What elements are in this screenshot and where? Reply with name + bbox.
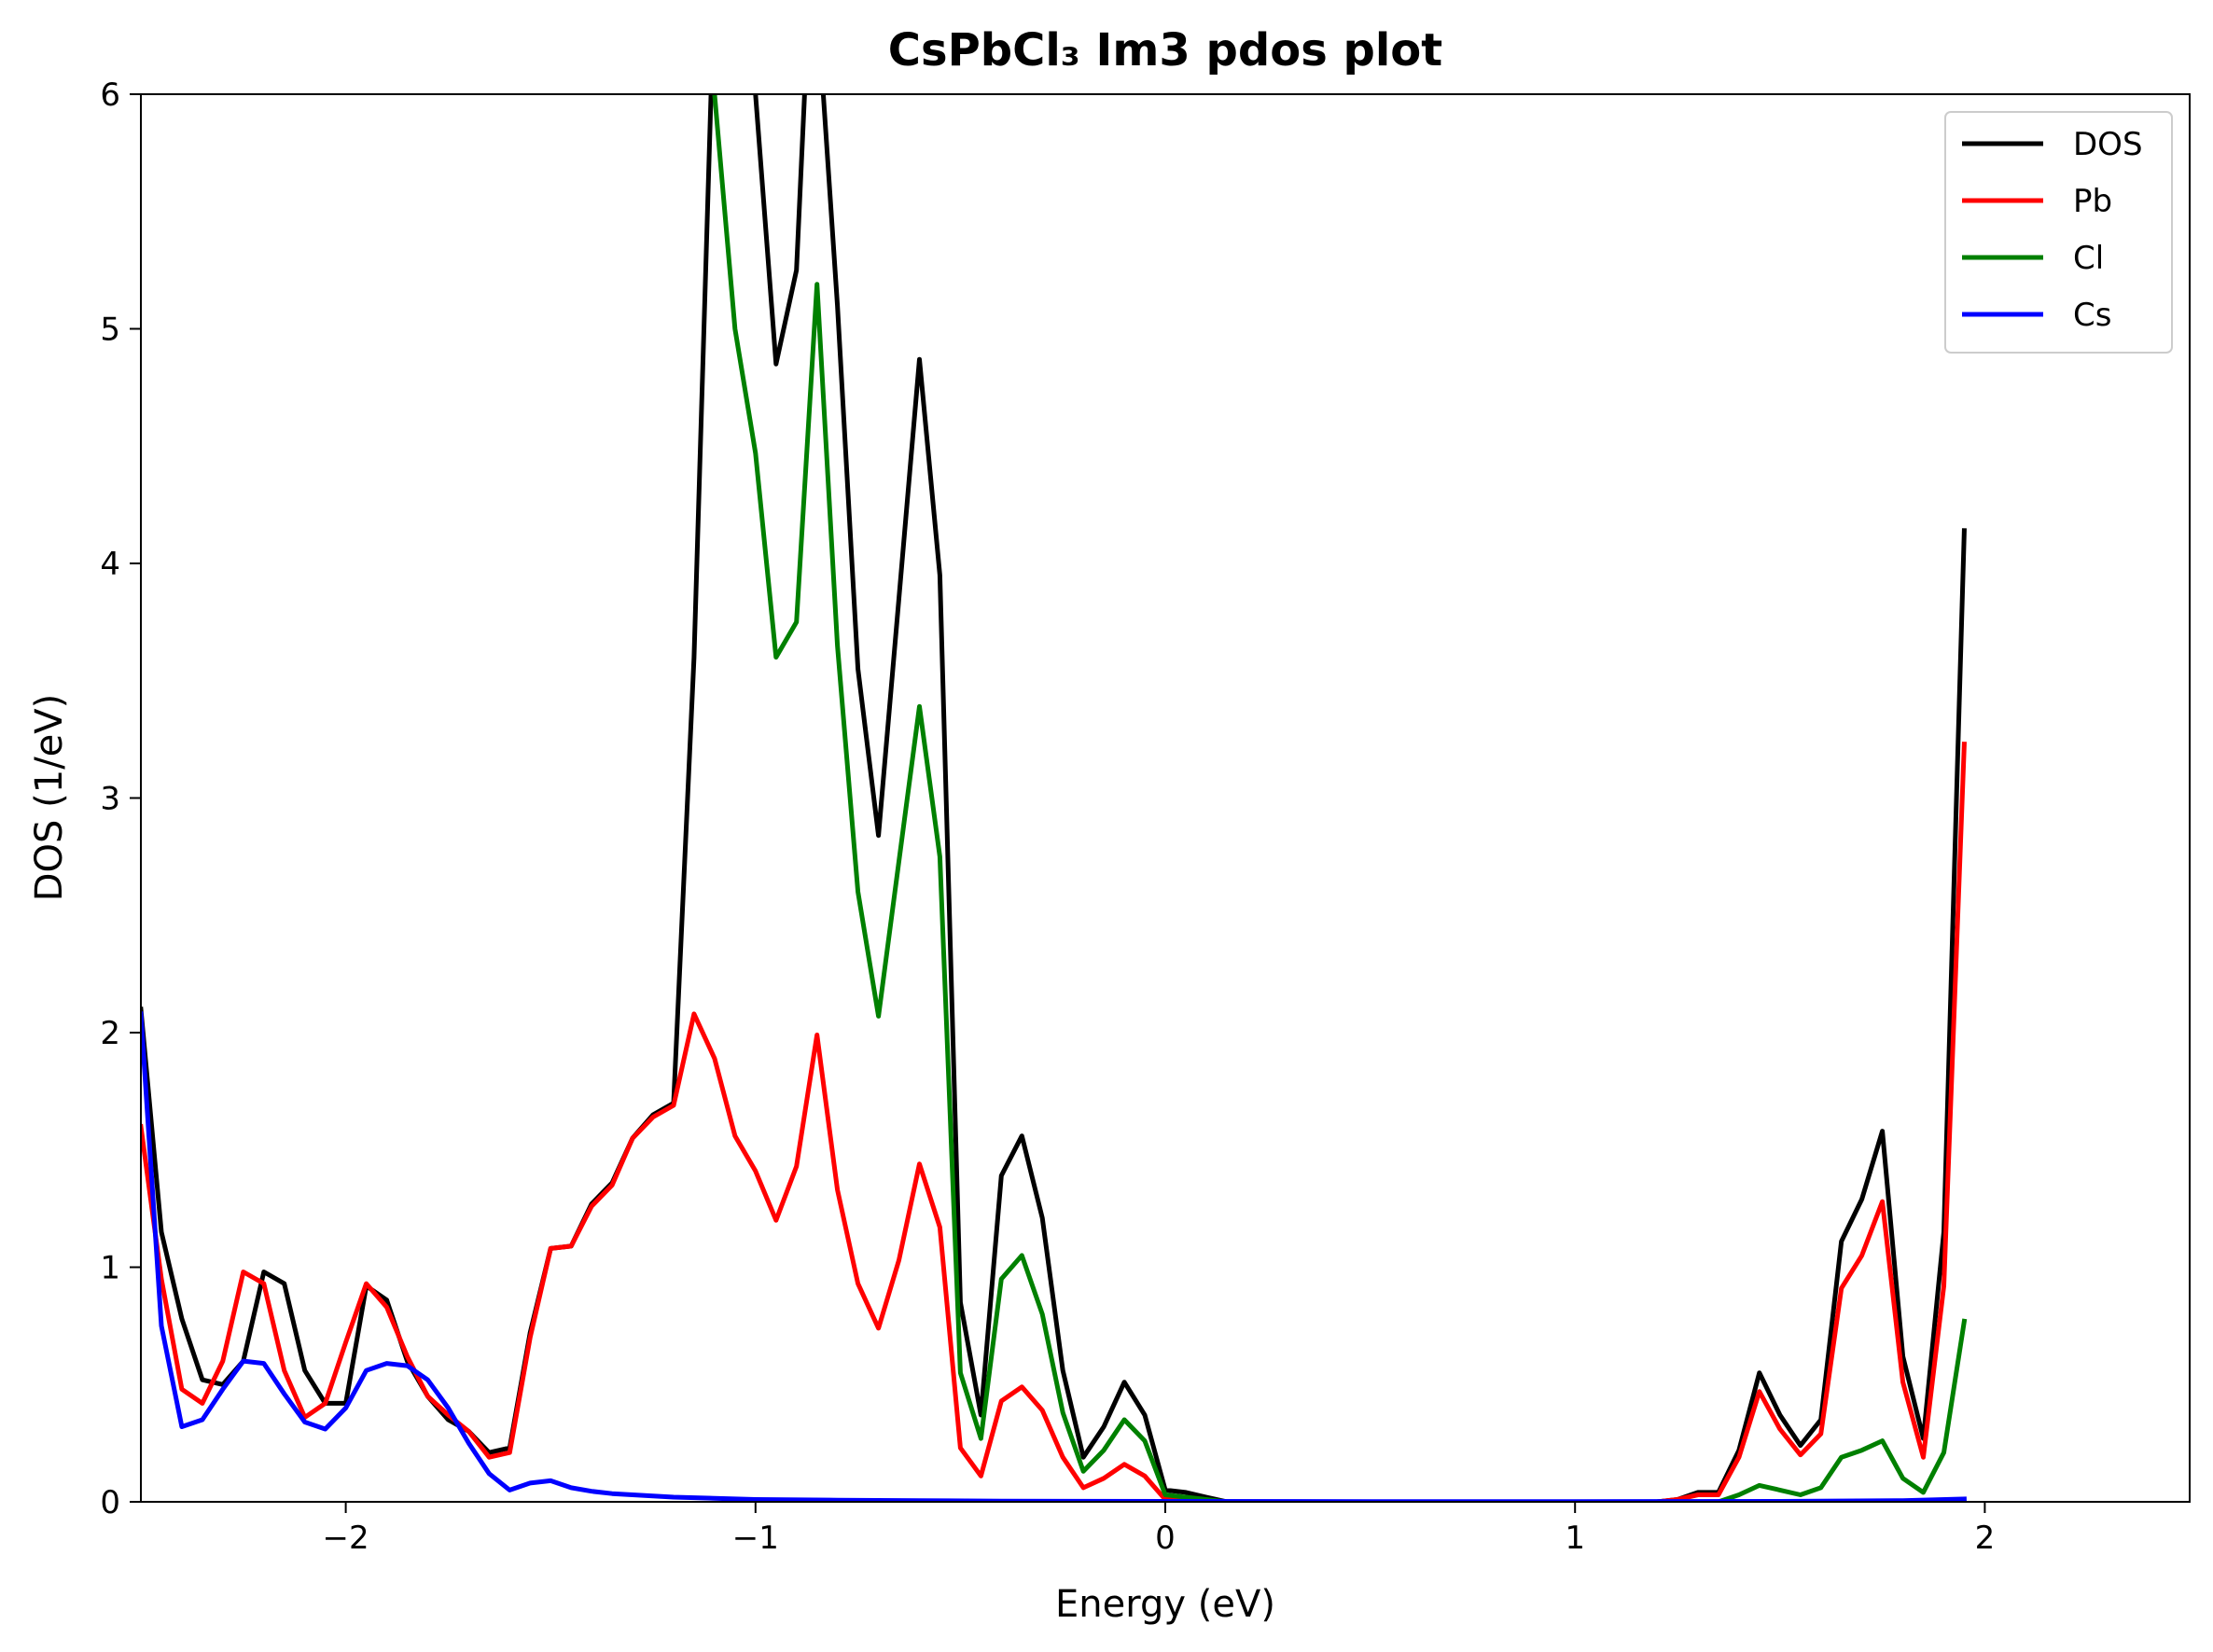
- series-layer: [141, 94, 1968, 1502]
- plot-area: [140, 93, 2191, 1503]
- series-line-cl: [712, 94, 1968, 1502]
- y-axis-ticks: 0 1 2 3 4 5 6: [100, 76, 141, 1521]
- legend-label-dos: DOS: [2073, 126, 2143, 163]
- x-tick-label: −1: [732, 1520, 779, 1557]
- legend-label-cs: Cs: [2073, 297, 2111, 334]
- y-tick-label: 6: [100, 76, 120, 114]
- x-axis-label: Energy (eV): [1055, 1583, 1275, 1626]
- legend: DOS Pb Cl Cs: [1944, 111, 2173, 354]
- legend-label-pb: Pb: [2073, 183, 2112, 220]
- y-tick-label: 2: [100, 1015, 120, 1052]
- x-tick-label: 0: [1155, 1520, 1176, 1557]
- y-tick-label: 5: [100, 312, 120, 349]
- x-tick-label: 1: [1565, 1520, 1585, 1557]
- series-line-pb: [141, 742, 1967, 1502]
- y-tick-label: 3: [100, 781, 120, 818]
- y-tick-label: 0: [100, 1484, 120, 1521]
- y-tick-label: 4: [100, 546, 120, 583]
- legend-label-cl: Cl: [2073, 240, 2104, 277]
- x-tick-label: 2: [1975, 1520, 1996, 1557]
- x-axis-ticks: −2 −1 0 1 2: [323, 1502, 1996, 1557]
- y-axis-label: DOS (1/eV): [28, 694, 71, 902]
- legend-box: [1944, 111, 2173, 354]
- x-tick-label: −2: [323, 1520, 369, 1557]
- chart-title: CsPbCl₃ Im3 pdos plot: [888, 24, 1442, 76]
- y-tick-label: 1: [100, 1250, 120, 1287]
